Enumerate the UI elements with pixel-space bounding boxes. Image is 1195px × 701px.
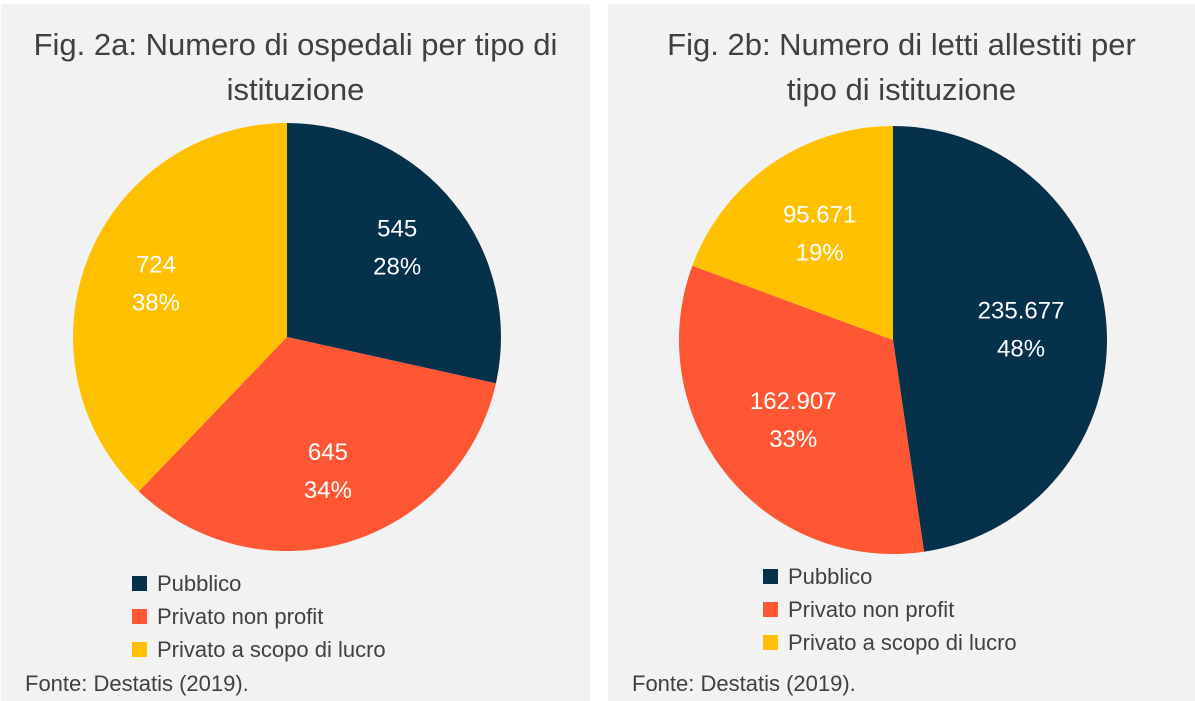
legend-label: Privato a scopo di lucro	[157, 637, 386, 662]
legend-swatch	[763, 602, 778, 617]
pie-slice-3	[692, 126, 893, 340]
value-label: 95.671	[783, 202, 856, 229]
legend-label: Privato non profit	[788, 597, 955, 622]
legend-item: Privato non profit	[763, 593, 1017, 626]
legend-swatch	[763, 569, 778, 584]
legend-swatch	[132, 642, 147, 657]
legend-label: Pubblico	[157, 571, 242, 596]
pie-slice-1	[287, 123, 501, 384]
percent-label: 34%	[304, 477, 352, 504]
legend-label: Pubblico	[788, 564, 873, 589]
percent-label: 48%	[997, 336, 1045, 363]
chart-title: Fig. 2a: Numero di ospedali per tipo di …	[33, 27, 558, 107]
legend-item: Privato non profit	[132, 600, 386, 633]
pie-chart: 235.677 48% 162.907 33% 95.671 19%	[679, 126, 1108, 554]
value-label: 645	[308, 439, 348, 466]
pie-slice-1	[893, 126, 1108, 552]
percent-label: 38%	[132, 289, 180, 316]
legend-item: Pubblico	[132, 567, 386, 600]
legend-item: Pubblico	[763, 560, 1017, 593]
value-label: 162.907	[750, 388, 837, 415]
pie-slice-2	[138, 337, 496, 551]
percent-label: 33%	[769, 426, 817, 453]
pie-chart: 545 28% 645 34% 724 38%	[73, 123, 501, 551]
percent-label: 19%	[796, 240, 844, 267]
legend-swatch	[132, 576, 147, 591]
chart-panel-2b: 235.677 48% 162.907 33% 95.671 19% Fig. 2b: N…	[608, 4, 1195, 701]
value-label: 235.677	[978, 298, 1065, 325]
legend: Pubblico Privato non profit Privato a sc…	[763, 560, 1017, 659]
chart-panel-2a: 545 28% 645 34% 724 38% Fig. 2a: Numero di os…	[1, 4, 590, 701]
value-label: 545	[377, 216, 417, 243]
percent-label: 28%	[373, 254, 421, 281]
source-note: Fonte: Destatis (2019).	[632, 671, 856, 696]
chart-title: Fig. 2b: Numero di letti allestiti per t…	[667, 27, 1136, 107]
legend-item: Privato a scopo di lucro	[132, 633, 386, 666]
pie-slice-2	[679, 265, 925, 554]
value-label: 724	[136, 251, 176, 278]
legend-swatch	[132, 609, 147, 624]
pie-slice-3	[73, 123, 287, 492]
legend-label: Privato a scopo di lucro	[788, 630, 1017, 655]
legend: Pubblico Privato non profit Privato a sc…	[132, 567, 386, 666]
source-note: Fonte: Destatis (2019).	[25, 671, 249, 696]
legend-label: Privato non profit	[157, 604, 324, 629]
legend-item: Privato a scopo di lucro	[763, 626, 1017, 659]
legend-swatch	[763, 635, 778, 650]
